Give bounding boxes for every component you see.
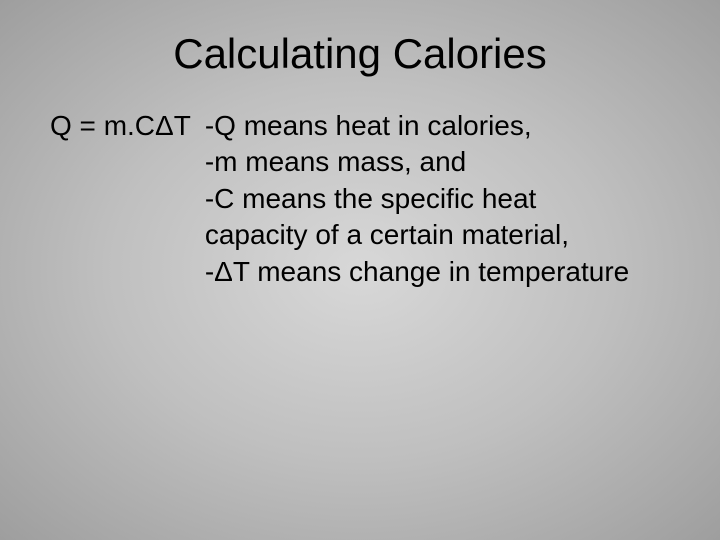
slide-container: Calculating Calories Q = m.CΔT -Q means …: [0, 0, 720, 540]
slide-title: Calculating Calories: [40, 30, 680, 78]
definition-line: capacity of a certain material,: [205, 217, 629, 253]
definition-line: -m means mass, and: [205, 144, 629, 180]
formula-text: Q = m.CΔT: [50, 108, 191, 144]
definition-line: -Q means heat in calories,: [205, 108, 629, 144]
content-row: Q = m.CΔT -Q means heat in calories, -m …: [40, 108, 680, 290]
definition-line: -ΔT means change in temperature: [205, 254, 629, 290]
definition-line: -C means the specific heat: [205, 181, 629, 217]
definitions-block: -Q means heat in calories, -m means mass…: [205, 108, 629, 290]
